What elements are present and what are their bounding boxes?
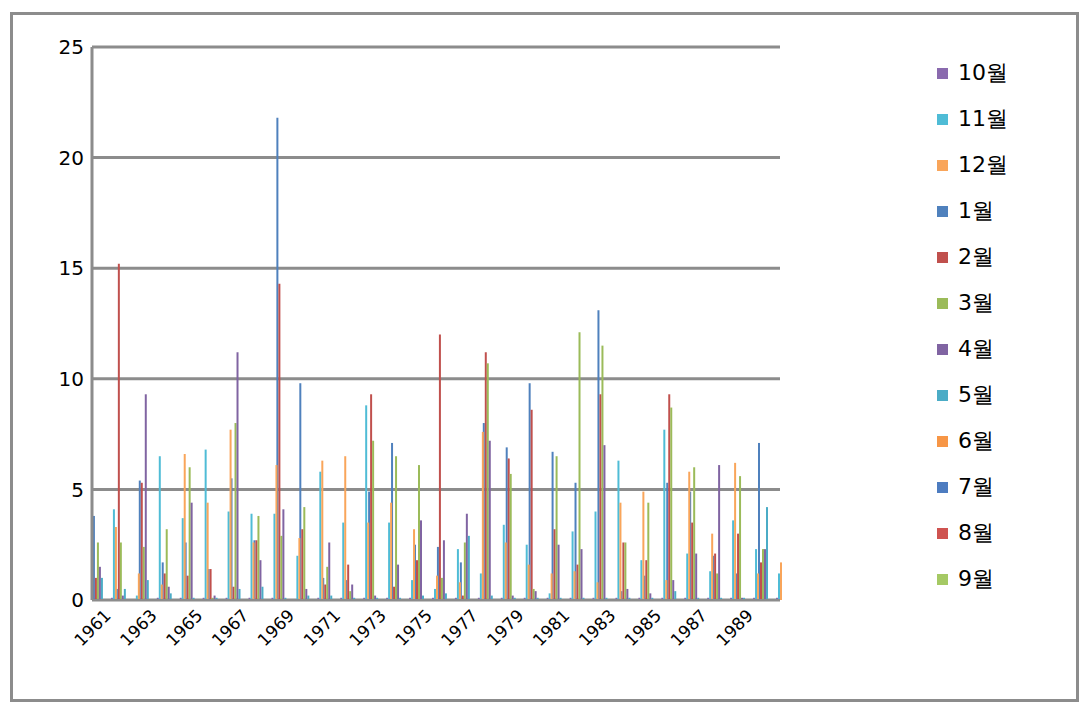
svg-text:1965: 1965 (162, 605, 207, 650)
html-text:12월: 12월 (958, 152, 1008, 177)
svg-text:10: 10 (59, 367, 84, 391)
html-text:8월: 8월 (958, 520, 994, 545)
svg-text:0: 0 (71, 588, 84, 612)
svg-text:1961: 1961 (70, 605, 115, 650)
svg-text:1975: 1975 (391, 605, 436, 650)
html-text:3월: 3월 (958, 290, 994, 315)
svg-text:20: 20 (59, 146, 84, 170)
svg-text:15: 15 (59, 256, 84, 280)
svg-text:1987: 1987 (666, 605, 711, 650)
html-text:10월: 10월 (958, 60, 1008, 85)
html-text:2월: 2월 (958, 244, 994, 269)
svg-text:1981: 1981 (529, 605, 574, 650)
svg-text:1973: 1973 (345, 605, 390, 650)
svg-text:1989: 1989 (712, 605, 757, 650)
html-text:1월: 1월 (958, 198, 994, 223)
svg-text:1967: 1967 (208, 605, 253, 650)
html-text:6월: 6월 (958, 428, 994, 453)
svg-text:1963: 1963 (116, 605, 161, 650)
svg-text:5: 5 (71, 478, 84, 502)
svg-text:25: 25 (59, 35, 84, 59)
html-text:5월: 5월 (958, 382, 994, 407)
svg-text:1979: 1979 (483, 605, 528, 650)
svg-text:1977: 1977 (437, 605, 482, 650)
html-text:4월: 4월 (958, 336, 994, 361)
svg-text:1983: 1983 (575, 605, 620, 650)
svg-text:1985: 1985 (620, 605, 665, 650)
html-text:9월: 9월 (958, 566, 994, 591)
svg-text:1969: 1969 (254, 605, 299, 650)
svg-text:1971: 1971 (299, 605, 344, 650)
html-text:7월: 7월 (958, 474, 994, 499)
html-text:11월: 11월 (958, 106, 1008, 131)
